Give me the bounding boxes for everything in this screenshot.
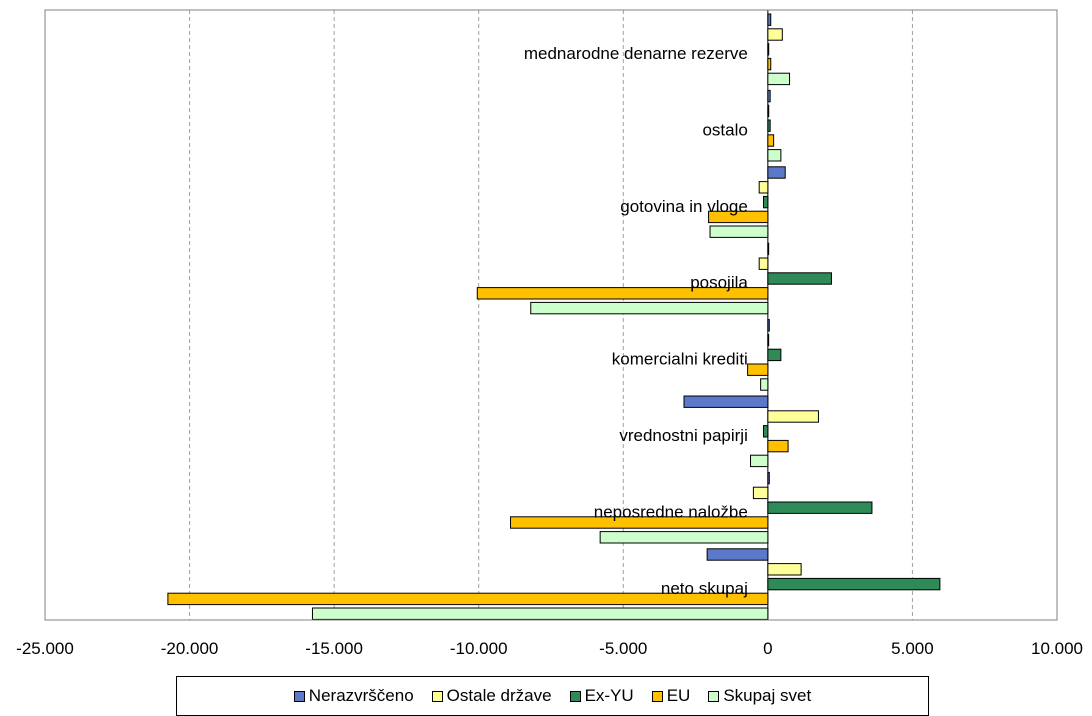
bar xyxy=(510,516,769,529)
x-tick-label: 10.000 xyxy=(1031,639,1083,658)
bar xyxy=(747,363,769,376)
bar xyxy=(767,471,770,485)
bar xyxy=(767,104,770,118)
bar xyxy=(767,89,771,103)
grid-lines xyxy=(189,10,913,620)
bar xyxy=(530,301,769,315)
category-labels: mednarodne denarne rezerve ostalo gotovina… xyxy=(524,44,749,598)
legend-item: Nerazvrščeno xyxy=(293,686,414,706)
legend-label: Nerazvrščeno xyxy=(308,686,414,705)
bar xyxy=(760,378,769,391)
bar xyxy=(767,348,782,362)
legend-label: Ex-YU xyxy=(584,686,634,705)
legend-label: Ostale države xyxy=(446,686,552,705)
bar xyxy=(750,454,769,468)
bar xyxy=(767,577,941,591)
legend-swatch xyxy=(293,690,305,702)
legend-swatch xyxy=(431,690,443,702)
bar xyxy=(767,272,832,285)
bar xyxy=(767,501,873,514)
legend: Nerazvrščeno Ostale države Ex-YU EU Skupaj s… xyxy=(176,676,929,716)
bar xyxy=(767,28,783,41)
bar xyxy=(767,13,772,26)
bar xyxy=(311,607,769,620)
bar xyxy=(758,257,769,270)
x-axis-ticks: -25.000 -20.000 -15.000 -10.000 -5.000 0 5.000… xyxy=(16,639,1083,658)
bar xyxy=(683,395,769,408)
legend-swatch xyxy=(569,690,581,702)
bar xyxy=(767,242,770,256)
bar xyxy=(767,333,770,347)
legend-item: Ex-YU xyxy=(569,686,634,706)
bar xyxy=(599,531,769,544)
x-tick-label: -15.000 xyxy=(305,639,363,658)
bar xyxy=(767,134,775,147)
category-label: komercialni krediti xyxy=(612,350,748,369)
bar xyxy=(767,149,782,162)
legend-item: EU xyxy=(651,686,691,706)
bar xyxy=(767,72,791,86)
bar xyxy=(767,166,786,179)
bar xyxy=(767,319,770,332)
x-tick-label: 5.000 xyxy=(891,639,934,658)
x-tick-label: -25.000 xyxy=(16,639,74,658)
category-label: vrednostni papirji xyxy=(619,426,748,445)
x-tick-label: -5.000 xyxy=(599,639,647,658)
bar xyxy=(767,57,772,71)
x-tick-label: -20.000 xyxy=(161,639,219,658)
bar xyxy=(706,548,769,561)
legend-item: Skupaj svet xyxy=(708,686,811,706)
bar xyxy=(708,210,769,224)
legend-swatch xyxy=(651,690,663,702)
bar xyxy=(167,592,769,606)
x-tick-label: 0 xyxy=(763,639,772,658)
bar xyxy=(763,425,769,438)
category-label: ostalo xyxy=(702,120,747,139)
bars xyxy=(167,13,941,620)
bar xyxy=(763,195,769,209)
legend-label: Skupaj svet xyxy=(723,686,812,705)
category-label: neposredne naložbe xyxy=(594,502,748,521)
bar-chart: mednarodne denarne rezerve ostalo gotovina… xyxy=(16,9,1083,658)
bar xyxy=(767,439,789,453)
category-label: posojila xyxy=(690,273,748,292)
category-label: neto skupaj xyxy=(661,579,748,598)
bar xyxy=(767,43,770,56)
category-label: gotovina in vloge xyxy=(620,197,748,216)
plot-area-frame xyxy=(44,9,1058,621)
bar xyxy=(767,410,819,423)
bar xyxy=(709,225,769,238)
legend-label: EU xyxy=(666,686,691,705)
bar xyxy=(758,181,769,194)
bar xyxy=(752,486,769,500)
bar xyxy=(476,287,769,300)
bar xyxy=(767,563,802,576)
category-label: mednarodne denarne rezerve xyxy=(524,44,748,63)
legend-item: Ostale države xyxy=(431,686,552,706)
legend-swatch xyxy=(708,690,720,702)
bar xyxy=(767,119,771,132)
x-tick-label: -10.000 xyxy=(450,639,508,658)
